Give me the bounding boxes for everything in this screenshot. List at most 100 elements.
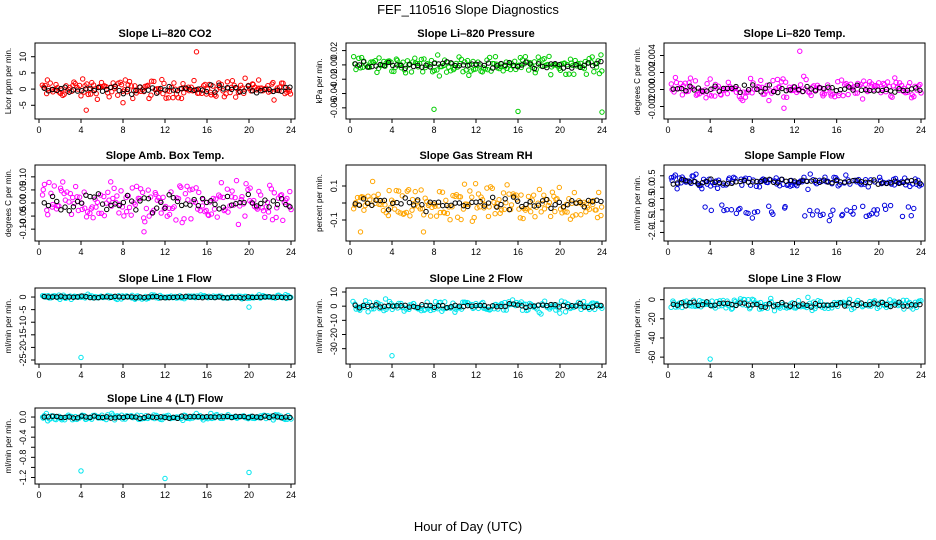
- y-axis-label: percent per min.: [315, 174, 324, 232]
- x-tick-label: 16: [832, 125, 842, 135]
- reference-point: [216, 82, 222, 88]
- reference-point: [258, 200, 264, 207]
- reference-point: [440, 302, 446, 309]
- x-tick-label: 24: [597, 247, 607, 257]
- reference-point: [871, 177, 877, 183]
- data-point: [196, 189, 202, 196]
- data-point: [538, 209, 544, 215]
- panels: Slope Li–820 CO2 0 4 8 12 16 20 24 -5 0 5 10 Licor p…: [4, 28, 926, 500]
- data-point: [239, 193, 245, 200]
- chart-panel-3: Slope Li–820 Temp. 0 4 8 12 16 20 24 -0.0020.000…: [633, 28, 926, 135]
- reference-point: [369, 202, 375, 208]
- data-point: [40, 187, 46, 193]
- data-point: [51, 183, 57, 189]
- data-point: [257, 192, 264, 198]
- reference-point: [253, 90, 260, 96]
- outlier-point: [193, 49, 200, 55]
- data-point: [243, 181, 249, 187]
- reference-point: [514, 198, 521, 204]
- data-point: [803, 76, 809, 83]
- data-point: [845, 91, 851, 98]
- data-point: [403, 209, 410, 216]
- reference-point: [883, 301, 890, 308]
- data-point: [409, 196, 416, 203]
- data-point: [350, 53, 357, 60]
- data-point: [822, 174, 828, 180]
- data-point: [497, 210, 503, 216]
- data-point: [496, 196, 502, 203]
- data-point: [114, 193, 120, 199]
- data-point: [564, 209, 570, 215]
- data-point: [862, 176, 869, 183]
- reference-point: [850, 87, 856, 93]
- data-point: [269, 217, 276, 223]
- y-tick-label: 0.5: [647, 170, 657, 183]
- data-point: [460, 206, 467, 212]
- x-tick-label: 24: [286, 247, 296, 257]
- reference-point: [481, 203, 488, 209]
- data-point: [598, 204, 605, 210]
- x-tick-label: 12: [789, 247, 799, 257]
- data-point: [876, 304, 882, 310]
- reference-point: [704, 178, 710, 185]
- reference-point: [170, 195, 177, 201]
- reference-point: [91, 87, 97, 94]
- data-point: [439, 189, 446, 195]
- panel-title: Slope Amb. Box Temp.: [106, 150, 225, 162]
- outlier-point: [120, 99, 126, 106]
- data-point: [846, 296, 853, 303]
- x-tick-label: 8: [120, 490, 125, 500]
- reference-point: [402, 195, 408, 201]
- data-point: [783, 94, 790, 101]
- reference-point: [91, 194, 97, 200]
- data-point: [484, 57, 490, 63]
- reference-point: [879, 299, 886, 306]
- data-point: [747, 75, 754, 82]
- reference-point: [149, 85, 156, 91]
- data-point: [703, 95, 709, 101]
- reference-point: [577, 64, 583, 71]
- data-point: [274, 205, 280, 211]
- data-point: [820, 211, 826, 218]
- data-point: [421, 56, 427, 62]
- reference-point: [523, 201, 529, 208]
- data-point: [424, 299, 430, 305]
- y-tick-label: 5: [18, 70, 28, 75]
- data-point: [214, 214, 220, 220]
- data-point: [78, 93, 84, 99]
- data-point: [42, 293, 48, 299]
- y-tick-label: -0.1: [329, 212, 339, 228]
- reference-point: [502, 62, 508, 69]
- x-tick-label: 20: [555, 370, 565, 380]
- data-point: [753, 183, 760, 190]
- data-point: [732, 175, 738, 182]
- data-points: [350, 296, 605, 359]
- reference-point: [766, 82, 773, 88]
- data-point: [541, 206, 548, 212]
- reference-point: [598, 302, 604, 309]
- reference-point: [41, 200, 47, 206]
- data-point: [714, 185, 721, 191]
- reference-point: [787, 303, 794, 309]
- reference-point: [241, 199, 247, 206]
- data-point: [106, 94, 112, 100]
- reference-point: [589, 63, 596, 69]
- y-tick-label: -0.06: [329, 98, 339, 119]
- reference-point: [419, 64, 425, 70]
- reference-point: [41, 85, 47, 91]
- data-point: [755, 300, 761, 307]
- data-point: [735, 206, 742, 213]
- reference-point: [808, 304, 814, 310]
- data-point: [874, 207, 881, 213]
- reference-point: [808, 86, 814, 92]
- data-point: [859, 96, 866, 102]
- y-tick-label: 0.002: [647, 61, 657, 84]
- data-point: [61, 190, 67, 197]
- reference-point: [585, 60, 592, 66]
- reference-point: [519, 203, 525, 210]
- plot-frame: [345, 42, 607, 120]
- reference-point: [381, 197, 388, 204]
- y-tick-label: 0.0: [647, 181, 657, 194]
- panel-title: Slope Line 3 Flow: [748, 273, 841, 285]
